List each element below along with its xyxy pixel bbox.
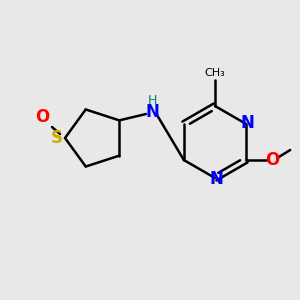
Text: O: O [35, 108, 49, 126]
Text: H: H [147, 94, 157, 106]
Text: N: N [145, 103, 159, 121]
Text: CH₃: CH₃ [205, 68, 225, 78]
Text: N: N [240, 114, 254, 132]
Text: N: N [209, 170, 223, 188]
Text: O: O [265, 151, 279, 169]
Text: S: S [51, 129, 63, 147]
